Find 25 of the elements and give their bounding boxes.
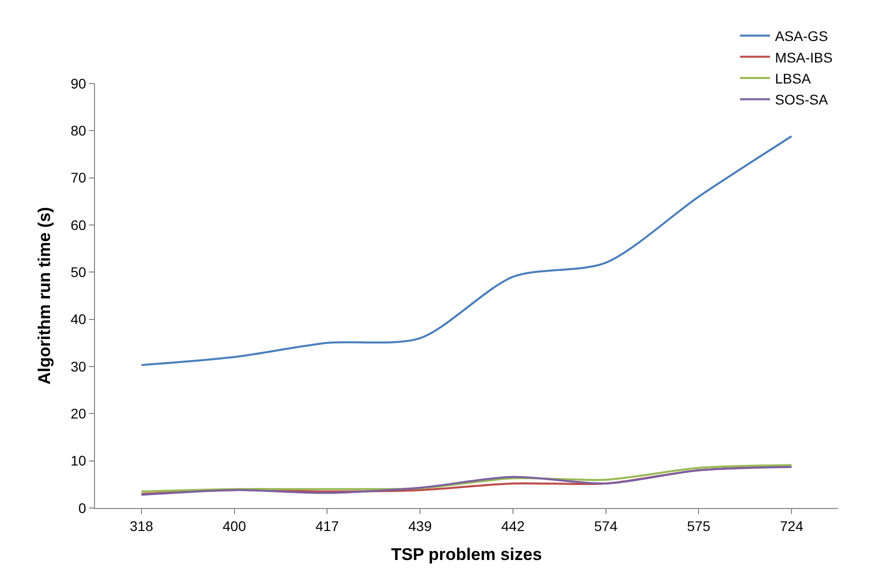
x-axis-title: TSP problem sizes [391,545,542,564]
y-tick-label: 0 [78,500,86,516]
x-tick-label: 442 [501,518,525,534]
x-tick-label: 574 [594,518,618,534]
y-tick-label: 70 [70,170,86,186]
y-tick-label: 40 [70,311,86,328]
x-tick-label: 439 [408,518,432,534]
x-tick-label: 400 [222,518,246,534]
legend-label: SOS-SA [775,92,829,108]
legend-label: ASA-GS [775,28,828,44]
x-tick-label: 575 [687,518,711,534]
y-tick-label: 50 [70,264,86,280]
x-tick-label: 417 [316,518,340,534]
y-tick-label: 80 [70,122,86,139]
y-tick-label: 90 [70,75,86,92]
y-tick-label: 10 [70,452,86,469]
x-tick-label: 318 [130,518,154,534]
y-tick-label: 60 [70,216,86,233]
x-tick-label: 724 [780,518,804,534]
y-axis-title: Algorithm run time (s) [35,206,54,384]
y-tick-label: 20 [70,406,86,422]
line-series [140,135,793,366]
legend-label: LBSA [775,70,812,86]
y-tick-label: 30 [70,358,86,374]
legend-label: MSA-IBS [775,49,833,66]
